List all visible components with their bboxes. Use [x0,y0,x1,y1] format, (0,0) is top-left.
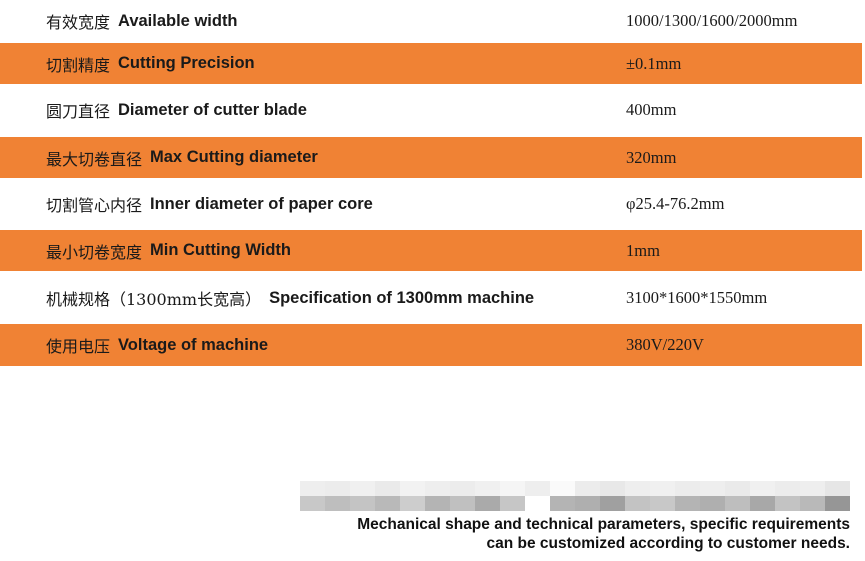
spec-row-cutting-precision: 切割精度 Cutting Precision ±0.1mm [0,43,862,84]
mosaic-block [550,481,575,496]
mosaic-block [625,496,650,511]
mosaic-block [325,496,350,511]
mosaic-block [425,496,450,511]
mosaic-block [800,496,825,511]
mosaic-block [675,481,700,496]
mosaic-block [450,481,475,496]
spec-row-blade-diameter: 圆刀直径 Diameter of cutter blade 400mm [0,88,862,132]
spec-value: 380V/220V [626,335,704,354]
mosaic-block [675,496,700,511]
spec-value: 1mm [626,240,660,260]
mosaic-block [650,496,675,511]
spec-label-zh: 切割精度 [46,55,111,75]
mosaic-block [350,496,375,511]
spec-label-zh: 圆刀直径 [46,102,111,121]
mosaic-block [750,496,775,511]
mosaic-block [350,481,375,496]
mosaic-block [475,496,500,511]
spec-label-zh: 机械规格（1300mm长宽高） [46,290,262,309]
mosaic-block [650,481,675,496]
mosaic-block [525,496,550,511]
spec-value: 320mm [626,147,677,167]
mosaic-block [500,496,525,511]
mosaic-block [575,496,600,511]
mosaic-block [725,496,750,511]
mosaic-block [525,481,550,496]
spec-value: 3100*1600*1550mm [626,288,768,307]
mosaic-block [400,496,425,511]
spec-value: 1000/1300/1600/2000mm [626,11,798,30]
customization-note: Mechanical shape and technical parameter… [357,515,850,553]
spec-label-en: Cutting Precision [118,54,255,72]
mosaic-block [775,496,800,511]
mosaic-block [750,481,775,496]
spec-row-min-cutting-width: 最小切卷宽度 Min Cutting Width 1mm [0,230,862,271]
mosaic-block [450,496,475,511]
mosaic-block [300,496,325,511]
spec-label-en: Available width [118,11,238,30]
spec-label-en: Specification of 1300mm machine [269,288,535,307]
spec-label-zh: 最小切卷宽度 [46,242,143,262]
mosaic-block [500,481,525,496]
spec-value: 400mm [626,100,677,119]
spec-label-zh: 切割管心内径 [46,196,143,215]
spec-row-available-width: 有效宽度 Available width 1000/1300/1600/2000… [0,0,862,42]
mosaic-block [375,496,400,511]
note-line-1: Mechanical shape and technical parameter… [357,516,850,533]
mosaic-block [600,496,625,511]
mosaic-block [725,481,750,496]
mosaic-block [625,481,650,496]
spec-value: ±0.1mm [626,53,682,73]
mosaic-block [825,481,850,496]
mosaic-block [375,481,400,496]
spec-label-en: Min Cutting Width [150,241,291,259]
blurred-text-mosaic [300,481,850,511]
spec-label-zh: 最大切卷直径 [46,149,143,169]
mosaic-block [475,481,500,496]
spec-value: φ25.4-76.2mm [626,194,725,213]
mosaic-block [575,481,600,496]
spec-row-machine-specification: 机械规格（1300mm长宽高） Specification of 1300mm … [0,276,862,320]
mosaic-block [300,481,325,496]
mosaic-block [800,481,825,496]
mosaic-block [825,496,850,511]
mosaic-block [700,496,725,511]
mosaic-block [400,481,425,496]
spec-row-core-diameter: 切割管心内径 Inner diameter of paper core φ25.… [0,182,862,226]
spec-label-zh: 使用电压 [46,337,111,356]
mosaic-block [325,481,350,496]
spec-row-voltage: 使用电压 Voltage of machine 380V/220V [0,324,862,366]
spec-row-max-cutting-diameter: 最大切卷直径 Max Cutting diameter 320mm [0,137,862,178]
mosaic-block [600,481,625,496]
spec-label-en: Max Cutting diameter [150,148,318,166]
spec-label-en: Voltage of machine [118,335,269,354]
mosaic-block [700,481,725,496]
note-line-2: can be customized according to customer … [486,535,850,552]
mosaic-block [550,496,575,511]
spec-label-en: Diameter of cutter blade [118,100,307,119]
spec-label-en: Inner diameter of paper core [150,194,373,213]
spec-label-zh: 有效宽度 [46,13,111,32]
mosaic-block [775,481,800,496]
mosaic-block [425,481,450,496]
